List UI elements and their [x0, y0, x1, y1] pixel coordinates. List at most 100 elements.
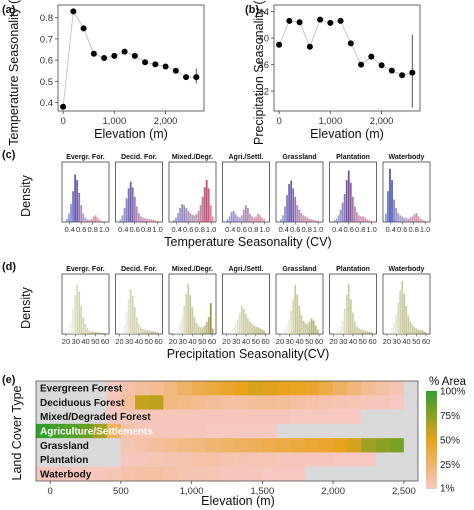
d-density-bar	[316, 329, 319, 334]
c-density-bar	[358, 215, 360, 222]
heatmap-tile	[276, 466, 291, 482]
heatmap-tile	[347, 466, 362, 482]
c-density-bar	[345, 180, 348, 222]
d-density-bar	[349, 299, 352, 334]
e-xtick-label: 2,500	[392, 486, 416, 497]
heatmap-tile	[333, 438, 348, 453]
d-density-bar	[228, 331, 231, 334]
c-density-bar	[193, 215, 196, 222]
c-density-bar	[98, 219, 101, 222]
c-xtick-label: 1.0	[152, 225, 162, 234]
c-facet-title: Decid. For.	[121, 154, 157, 161]
c-density-bar	[360, 216, 362, 222]
c-density-bar	[292, 188, 295, 222]
c-xtick-label: 0.4	[279, 225, 289, 234]
heatmap-tile	[389, 423, 405, 439]
heatmap-tile	[163, 423, 178, 439]
a-point	[80, 25, 87, 32]
heatmap-tile	[177, 452, 192, 468]
c-density-bar	[121, 215, 124, 222]
heatmap-tile	[248, 409, 263, 425]
d-xtick-label: 60	[154, 337, 162, 346]
d-xtick-label: 20	[222, 337, 230, 346]
c-facet-frame	[115, 161, 163, 223]
c-density-bar	[247, 208, 249, 222]
c-density-bar	[339, 209, 342, 222]
c-density-bar	[156, 220, 159, 222]
panel-d-ylabel: Density	[19, 286, 33, 328]
heatmap-tile	[135, 452, 150, 468]
c-density-bar	[228, 216, 231, 222]
a-point	[172, 67, 179, 74]
a-point	[142, 59, 149, 66]
d-xtick-label: 50	[305, 337, 313, 346]
c-density-bar	[211, 216, 214, 222]
d-density-bar	[403, 293, 406, 334]
heatmap-tile	[318, 381, 334, 396]
heatmap-tile	[205, 381, 221, 396]
c-density-bar	[407, 218, 410, 222]
heatmap-tile	[106, 381, 122, 396]
d-density-bar	[298, 306, 301, 334]
heatmap-tile	[234, 395, 249, 410]
c-density-bar	[280, 219, 282, 222]
d-density-bar	[98, 332, 101, 334]
heatmap-tile	[177, 409, 192, 425]
heatmap-tile	[135, 438, 150, 453]
d-density-bar	[335, 331, 338, 334]
c-density-bar	[304, 216, 307, 222]
c-facet-title: Plantation	[336, 154, 370, 161]
heatmap-tile	[262, 438, 277, 453]
c-density-bar	[300, 213, 303, 222]
heatmap-tile	[304, 395, 320, 410]
heatmap-tile	[276, 409, 291, 425]
heatmap-row-label: Waterbody	[40, 469, 92, 480]
d-density-bar	[337, 329, 340, 334]
heatmap-tile	[92, 395, 108, 410]
heatmap-tile	[262, 409, 277, 425]
panel-d-xlabel: Precipitation Seasonality(CV)	[167, 347, 330, 361]
d-xtick-label: 60	[261, 337, 269, 346]
c-density-bar	[395, 208, 397, 222]
b-point	[276, 41, 283, 48]
d-density-bar	[131, 295, 134, 334]
heatmap-tile	[149, 423, 164, 439]
b-point	[317, 16, 324, 23]
d-density-bar	[226, 332, 229, 334]
d-density-bar	[76, 284, 79, 334]
c-density-bar	[354, 206, 356, 222]
panel-e: (e) Land Cover Type Elevation (m) Evergr…	[2, 374, 467, 508]
d-density-bar	[185, 293, 188, 334]
d-density-bar	[88, 330, 91, 334]
c-density-bar	[177, 213, 179, 222]
d-xtick-label: 20	[329, 337, 337, 346]
c-density-bar	[88, 219, 91, 222]
heatmap-tile	[318, 409, 334, 425]
panel-e-frame	[35, 380, 419, 482]
heatmap-tile	[375, 395, 391, 410]
heatmap-tile	[248, 466, 263, 482]
panel-b-label: (b)	[245, 4, 259, 16]
b-ytick-label: 32	[258, 87, 269, 98]
heatmap-tile	[177, 381, 192, 396]
c-density-bar	[349, 182, 352, 222]
a-point	[162, 63, 169, 70]
d-density-bar	[129, 289, 132, 334]
heatmap-tile	[290, 452, 306, 468]
c-density-bar	[341, 202, 344, 222]
heatmap-tile	[375, 409, 391, 425]
heatmap-tile	[135, 466, 150, 482]
d-density-bar	[302, 320, 305, 334]
c-xtick-label: 0.6	[343, 225, 353, 234]
c-density-bar	[409, 217, 412, 222]
heatmap-tile	[219, 452, 235, 468]
c-density-bar	[175, 217, 177, 222]
heatmap-tile	[120, 395, 136, 410]
c-density-bar	[249, 213, 251, 222]
heatmap-tile	[361, 409, 376, 425]
d-density-bar	[333, 332, 336, 334]
heatmap-tile	[92, 381, 108, 396]
heatmap-tile	[163, 395, 178, 410]
heatmap-tile	[234, 466, 249, 482]
b-ytick-label: 40	[258, 34, 269, 45]
